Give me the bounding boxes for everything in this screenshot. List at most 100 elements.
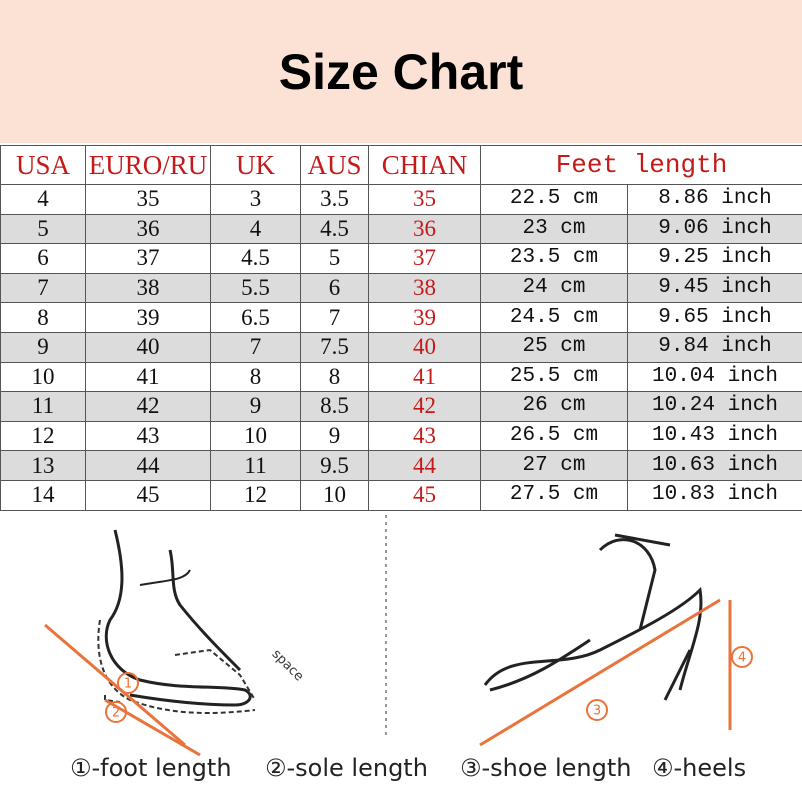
table-cell: 8 [0,302,86,333]
table-row: 10 41 8 8 41 25.5 cm 10.04 inch [0,361,802,393]
table-cell: 22.5 cm [480,184,628,215]
table-cell: 10.43 inch [626,420,802,452]
table-body: 4 35 3 3.5 35 22.5 cm 8.86 inch 5 36 4 4.5 36 23 cm 9… [0,184,802,511]
table-cell: 42 [368,391,481,422]
column-header: UK [210,145,301,185]
table-cell: 44 [368,450,481,481]
diagram: 12 3 4 space ①-foot length ②-sole length ③-s… [44,515,753,782]
table-cell: 3.5 [300,184,369,215]
legend-item: ③-shoe length [460,754,631,782]
table-cell: 11 [0,391,86,422]
table-cell: 39 [85,302,211,333]
table-cell: 6.5 [210,302,301,333]
table-cell: 5 [300,243,369,274]
table-cell: 27 cm [480,450,628,481]
header-row: USA EURO/RU UK AUS CHIAN Feet length [0,145,802,185]
legend-item: ①-foot length [70,754,232,782]
table-cell: 38 [85,272,211,304]
table-cell: 24 cm [480,272,628,304]
table-cell: 43 [85,420,211,452]
table-cell: 25.5 cm [480,361,628,393]
table-cell: 5 [0,213,86,245]
table-cell: 5.5 [210,272,301,304]
table-cell: 40 [368,331,481,363]
column-header: Feet length [479,145,802,185]
table-cell: 10 [0,361,86,393]
table-cell: 41 [368,361,481,393]
column-header: USA [0,145,86,185]
table-cell: 24.5 cm [480,302,628,333]
table-row: 12 43 10 9 43 26.5 cm 10.43 inch [0,420,802,452]
shoe-measures [479,598,753,747]
table-cell: 7.5 [300,331,369,363]
column-header: EURO/RU [85,145,211,185]
table-cell: 40 [85,331,211,363]
table-row: 9 40 7 7.5 40 25 cm 9.84 inch [0,331,802,363]
table-cell: 10 [210,420,301,452]
table-cell: 38 [368,272,481,304]
table-cell: 8.5 [300,391,369,422]
foot-sketch [104,529,252,707]
header: Size Chart [0,0,802,143]
table-cell: 8 [210,361,301,393]
table-cell: 8 [300,361,369,393]
table-cell: 9.45 inch [626,272,802,304]
table-cell: 9.25 inch [626,243,802,274]
table-row: 7 38 5.5 6 38 24 cm 9.45 inch [0,272,802,304]
table-row: 8 39 6.5 7 39 24.5 cm 9.65 inch [0,302,802,333]
table-cell: 45 [368,479,481,511]
table-cell: 4 [210,213,301,245]
table-cell: 26.5 cm [480,420,628,452]
title: Size Chart [278,43,524,100]
table-cell: 36 [368,213,481,245]
column-header: CHIAN [368,145,481,185]
table-cell: 4.5 [210,243,301,274]
table-row: 5 36 4 4.5 36 23 cm 9.06 inch [0,213,802,245]
table-cell: 37 [85,243,211,274]
table-row: 14 45 12 10 45 27.5 cm 10.83 inch [0,479,802,511]
legend-item: ②-sole length [265,754,428,782]
table-cell: 37 [368,243,481,274]
shoe-sketch [483,533,703,701]
table-cell: 10.04 inch [626,361,802,393]
table-cell: 8.86 inch [626,184,802,215]
table-cell: 27.5 cm [480,479,628,511]
table-cell: 13 [0,450,86,481]
table-cell: 9 [210,391,301,422]
table-row: 11 42 9 8.5 42 26 cm 10.24 inch [0,391,802,422]
table-cell: 9.65 inch [626,302,802,333]
marker-label: 1 [124,677,132,692]
table-cell: 9.84 inch [626,331,802,363]
table-cell: 43 [368,420,481,452]
foot-measures [44,623,201,757]
table-cell: 4.5 [300,213,369,245]
table-cell: 12 [0,420,86,452]
table-cell: 45 [85,479,211,511]
table-cell: 10.83 inch [626,479,802,511]
marker-label: 4 [738,651,746,666]
table-cell: 41 [85,361,211,393]
table-cell: 6 [0,243,86,274]
table-row: 6 37 4.5 5 37 23.5 cm 9.25 inch [0,243,802,274]
size-table: USA EURO/RU UK AUS CHIAN Feet length 4 35 3 3.5 3… [0,145,802,511]
table-cell: 11 [210,450,301,481]
table-cell: 26 cm [480,391,628,422]
table-row: 4 35 3 3.5 35 22.5 cm 8.86 inch [0,184,802,215]
sole-outline [97,619,256,714]
marker-label: 3 [593,704,601,719]
table-cell: 36 [85,213,211,245]
table-cell: 44 [85,450,211,481]
table-cell: 35 [368,184,481,215]
table-cell: 35 [85,184,211,215]
table-row: 13 44 11 9.5 44 27 cm 10.63 inch [0,450,802,481]
table-cell: 7 [300,302,369,333]
table-cell: 3 [210,184,301,215]
table-cell: 9 [0,331,86,363]
table-cell: 7 [210,331,301,363]
table-cell: 23 cm [480,213,628,245]
table-cell: 23.5 cm [480,243,628,274]
legend-item: ④-heels [652,754,746,782]
table-cell: 12 [210,479,301,511]
table-cell: 4 [0,184,86,215]
